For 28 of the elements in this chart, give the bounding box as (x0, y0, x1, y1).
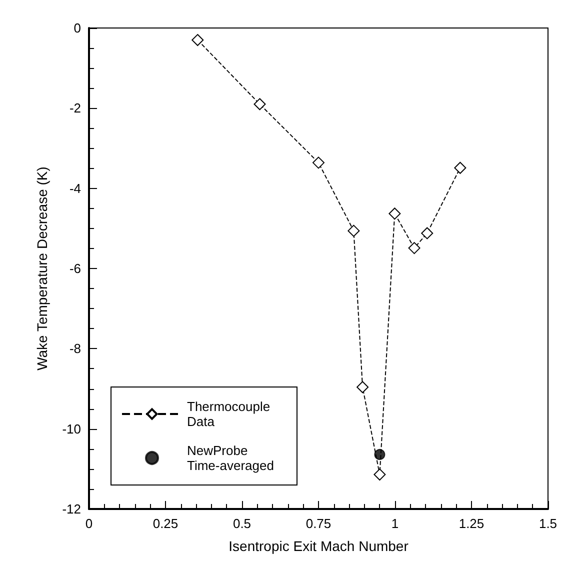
point (312, 156, 324, 169)
point (254, 98, 266, 110)
y-tick-label: -4 (69, 180, 81, 196)
y-tick-label: -12 (62, 502, 81, 516)
x-tick-label: 1.5 (538, 516, 558, 531)
y-tick-label: 0 (74, 20, 81, 36)
x-tick-label: 0 (85, 516, 93, 531)
legend-label: Thermocouple Data (187, 399, 274, 429)
point (192, 34, 204, 46)
point (408, 242, 420, 254)
point (374, 468, 386, 481)
x-tick-label: 0.75 (306, 516, 332, 531)
point (348, 224, 360, 237)
legend-label: NewProbe Time-averaged (187, 443, 274, 473)
x-tick-label: 0.25 (152, 516, 178, 531)
y-tick-label: -6 (69, 261, 81, 276)
y-tick-label: -8 (69, 341, 81, 356)
x-tick-label: 1 (391, 516, 399, 531)
point (421, 227, 434, 240)
x-tick-label: 1.25 (458, 516, 484, 531)
x-tick-label: 0.5 (232, 516, 252, 531)
x-axis-title: Isentropic Exit Mach Number (228, 538, 409, 554)
y-tick-label: -2 (69, 100, 81, 116)
point (454, 162, 466, 174)
point (388, 208, 401, 220)
point (356, 381, 369, 394)
y-axis-title: Wake Temperature Decrease (K) (34, 166, 50, 370)
y-tick-label: -10 (62, 421, 81, 436)
